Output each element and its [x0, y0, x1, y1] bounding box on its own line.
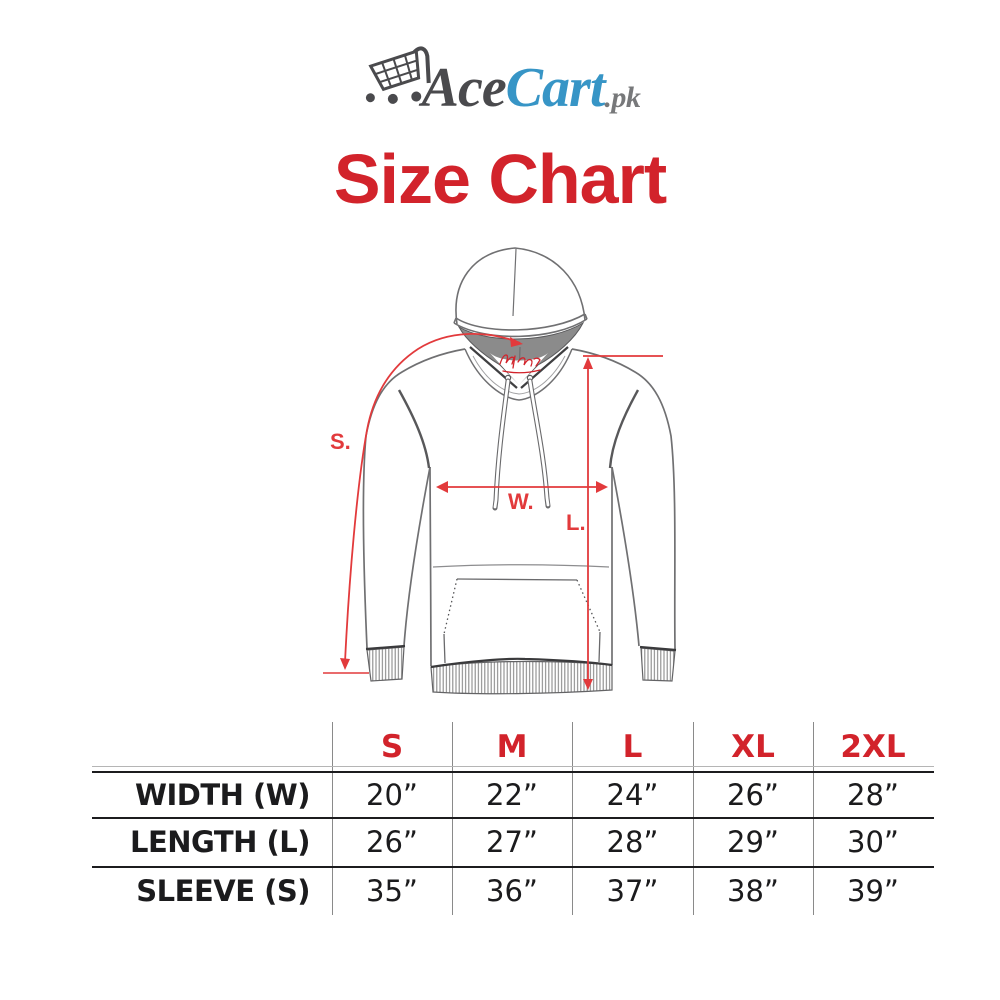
table-hline-light — [92, 766, 934, 767]
length-measure-line — [583, 355, 663, 686]
row-label-length: LENGTH (L) — [130, 824, 311, 859]
sleeve-measure-label: S. — [330, 429, 351, 454]
size-cell: 27” — [486, 824, 538, 859]
row-label-width: WIDTH (W) — [135, 777, 311, 812]
sleeve-measure-line — [323, 332, 521, 674]
size-cell: 26” — [366, 824, 418, 859]
page-title: Size Chart — [333, 140, 667, 218]
table-hline — [92, 866, 934, 868]
table-corner-cell — [92, 722, 332, 771]
brand-name-ace: Ace — [421, 57, 507, 119]
hood — [453, 247, 588, 338]
size-cell: 39” — [847, 874, 899, 908]
sleeve-arrowhead-right — [510, 337, 523, 347]
brand-name-cart: Cart — [505, 57, 606, 119]
hoodie-drawing: S. W. L. — [323, 247, 677, 695]
table-row-length: LENGTH (L) 26” 27” 28” 29” 30” — [92, 818, 934, 865]
table-row-sleeve: SLEEVE (S) 35” 36” 37” 38” 39” — [92, 867, 934, 915]
drawstrings — [492, 374, 551, 511]
col-header-s: S — [380, 728, 404, 765]
size-cell: 29” — [727, 824, 779, 859]
kangaroo-pocket — [432, 564, 610, 664]
size-cell: 26” — [727, 777, 779, 812]
row-label-sleeve: SLEEVE (S) — [136, 874, 310, 908]
size-cell: 28” — [847, 777, 899, 812]
col-header-l: L — [622, 728, 643, 765]
size-cell: 38” — [727, 874, 779, 908]
table-header-row: S M L XL 2XL — [92, 722, 934, 771]
width-arrowhead-left — [436, 481, 448, 493]
length-arrowhead-up — [583, 357, 593, 369]
table-hline — [92, 817, 934, 819]
table-hline — [92, 771, 934, 773]
size-cell: 20” — [366, 777, 418, 812]
hoodie-diagram: S. W. L. — [280, 235, 740, 715]
size-cell: 22” — [486, 777, 538, 812]
hood-brand-script — [499, 354, 541, 374]
table-row-width: WIDTH (W) 20” 22” 24” 26” 28” — [92, 772, 934, 817]
size-cell: 37” — [606, 874, 659, 908]
sleeve-arrowhead-down — [340, 658, 350, 670]
brand-suffix: .pk — [604, 81, 641, 114]
cuff-ribbing — [365, 644, 677, 682]
hem-ribbing — [430, 657, 613, 695]
size-cell: 28” — [606, 824, 659, 859]
size-cell: 30” — [847, 824, 899, 859]
brand-logo: Ace Cart .pk — [0, 44, 1000, 116]
width-arrowhead-right — [596, 481, 608, 493]
col-header-xl: XL — [731, 728, 775, 765]
length-measure-label: L. — [566, 510, 586, 535]
shopping-cart-icon — [365, 46, 431, 104]
col-header-2xl: 2XL — [840, 728, 906, 765]
col-header-m: M — [496, 728, 528, 765]
size-cell: 24” — [606, 777, 659, 812]
length-arrowhead-down — [583, 679, 593, 690]
size-cell: 35” — [366, 874, 418, 908]
size-table: S M L XL 2XL WIDTH (W) 20” 22” 24” 26” 2… — [92, 722, 934, 915]
width-measure-label: W. — [508, 489, 534, 514]
size-cell: 36” — [486, 874, 538, 908]
